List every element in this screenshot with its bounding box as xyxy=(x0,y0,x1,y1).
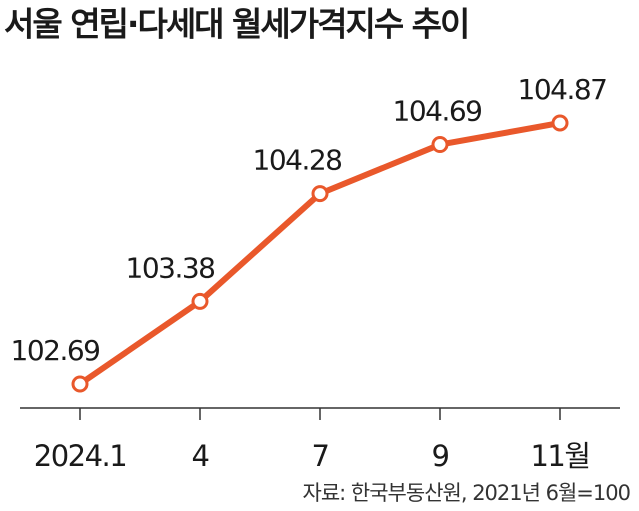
x-tick-label: 2024.1 xyxy=(34,439,126,473)
point xyxy=(311,185,329,203)
point xyxy=(431,136,449,154)
x-tick-label: 4 xyxy=(192,439,209,473)
point xyxy=(71,375,89,393)
point xyxy=(191,292,209,310)
point xyxy=(551,114,569,132)
value-label: 102.69 xyxy=(11,334,100,367)
chart-title: 서울 연립·다세대 월세가격지수 추이 xyxy=(4,5,468,44)
value-label: 104.69 xyxy=(393,95,482,128)
value-label: 104.28 xyxy=(253,144,342,177)
value-label: 103.38 xyxy=(126,251,215,284)
x-tick-label: 9 xyxy=(432,439,449,473)
source-note: 자료: 한국부동산원, 2021년 6월=100 xyxy=(303,481,630,505)
value-label: 104.87 xyxy=(518,73,607,106)
x-tick-label: 11월 xyxy=(530,439,589,473)
x-tick-label: 7 xyxy=(312,439,329,473)
